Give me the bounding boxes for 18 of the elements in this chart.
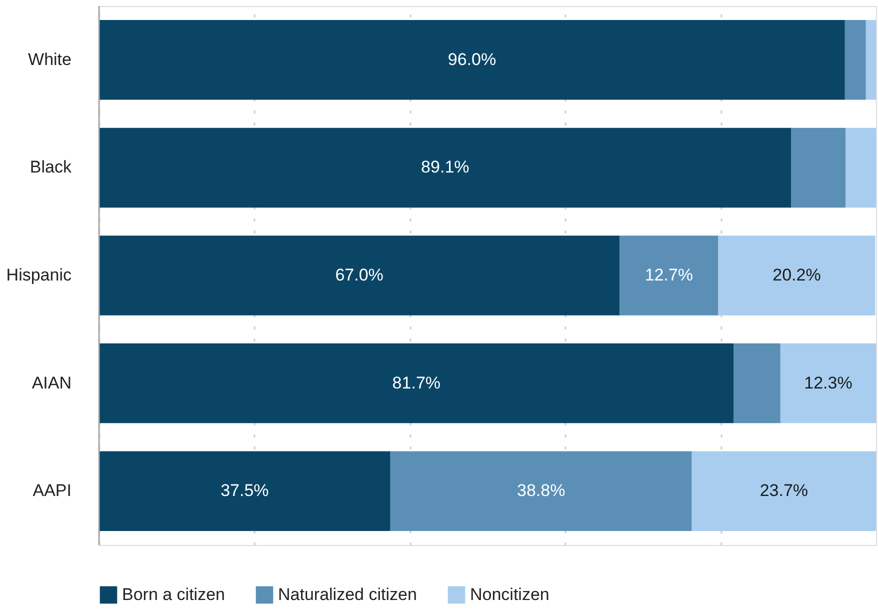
data-label: 67.0% xyxy=(335,266,384,284)
data-label: 81.7% xyxy=(392,373,441,392)
legend-label: Born a citizen xyxy=(122,584,225,604)
y-tick-label: AIAN xyxy=(32,373,72,392)
data-label: 37.5% xyxy=(220,481,269,500)
data-label: 96.0% xyxy=(448,50,496,69)
data-label: 38.8% xyxy=(517,481,566,500)
y-tick-label: White xyxy=(28,50,72,69)
data-label: 20.2% xyxy=(772,266,821,284)
data-label: 23.7% xyxy=(760,481,808,500)
y-tick-label: Hispanic xyxy=(6,266,72,284)
legend-label: Noncitizen xyxy=(470,584,550,604)
data-label: 12.3% xyxy=(804,373,852,392)
data-label: 89.1% xyxy=(421,158,470,177)
legend-label: Naturalized citizen xyxy=(278,584,417,604)
y-tick-label: AAPI xyxy=(32,481,72,500)
y-tick-label: Black xyxy=(30,158,72,177)
data-label: 12.7% xyxy=(644,266,694,284)
